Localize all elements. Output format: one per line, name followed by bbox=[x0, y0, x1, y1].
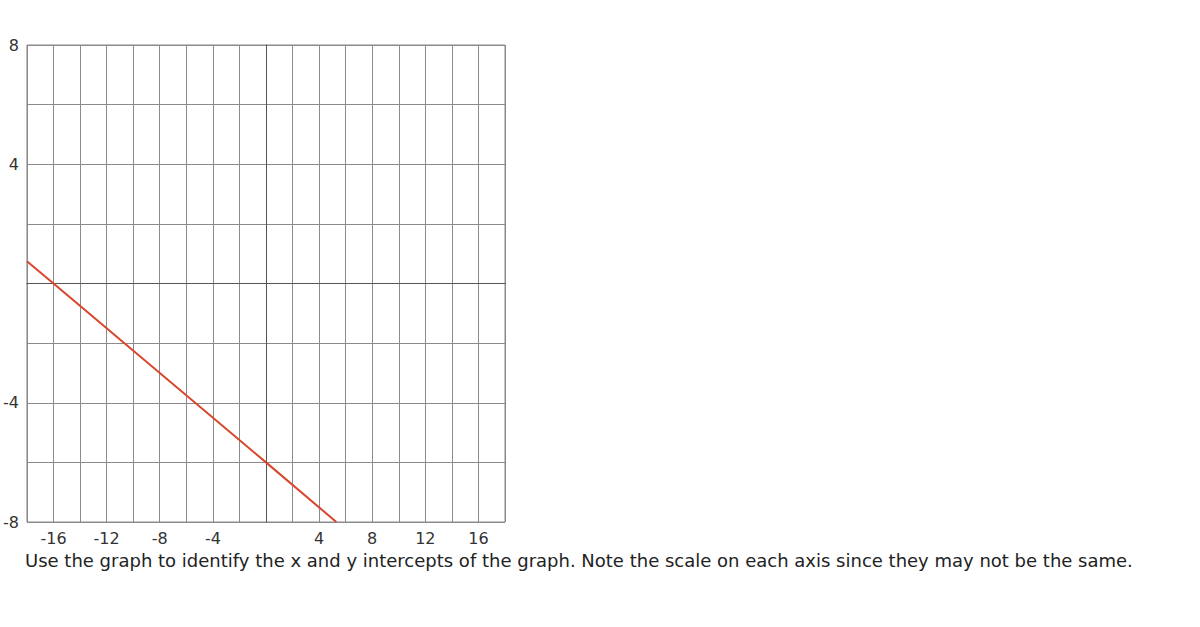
svg-text:8: 8 bbox=[9, 36, 19, 55]
svg-text:Use the graph to identify the: Use the graph to identify the x and y in… bbox=[25, 550, 1133, 571]
svg-text:-4: -4 bbox=[3, 393, 19, 412]
svg-text:4: 4 bbox=[9, 155, 19, 174]
svg-text:4: 4 bbox=[314, 529, 324, 548]
svg-text:12: 12 bbox=[415, 529, 435, 548]
svg-text:8: 8 bbox=[367, 529, 377, 548]
svg-text:-4: -4 bbox=[205, 529, 221, 548]
svg-text:-12: -12 bbox=[94, 529, 120, 548]
svg-text:-8: -8 bbox=[152, 529, 168, 548]
svg-text:-16: -16 bbox=[40, 529, 66, 548]
svg-text:16: 16 bbox=[468, 529, 488, 548]
svg-text:-8: -8 bbox=[3, 513, 19, 532]
